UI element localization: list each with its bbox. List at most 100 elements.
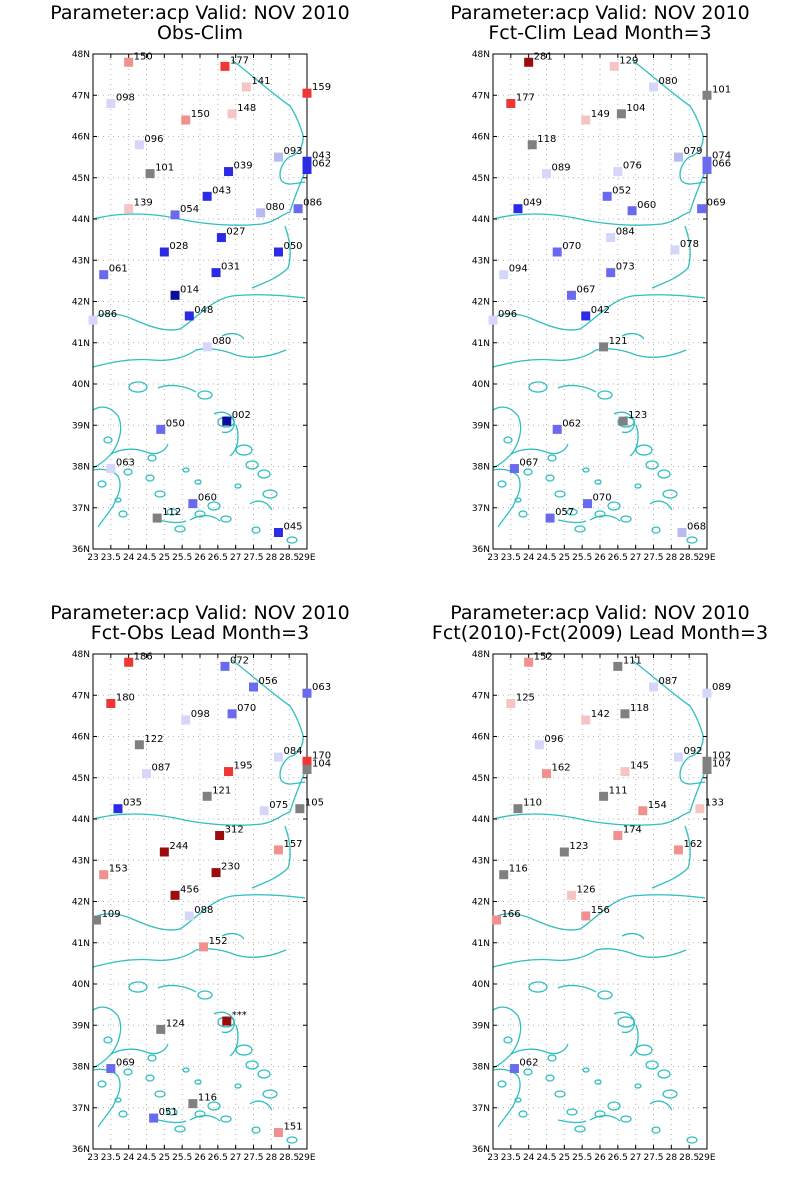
- coastline-segment: [492, 1068, 521, 1128]
- y-tick-label: 45N: [472, 174, 490, 184]
- station-value-label: 051: [159, 1107, 178, 1118]
- coastline-segment: [649, 500, 673, 511]
- coastline-segment: [492, 1006, 522, 1069]
- coastline-segment: [492, 348, 687, 368]
- station-value-label: 049: [523, 198, 542, 209]
- station-marker: [552, 247, 562, 257]
- station-marker: [581, 911, 591, 921]
- station-value-label: 074: [712, 150, 731, 161]
- station-marker: [697, 204, 707, 214]
- y-tick-label: 45N: [72, 174, 90, 184]
- station-value-label: 062: [312, 159, 331, 170]
- station-marker: [649, 82, 658, 92]
- station-value-label: 093: [283, 146, 302, 157]
- station-marker: [156, 424, 166, 434]
- island-outline: [657, 469, 671, 479]
- station-value-label: 061: [109, 264, 128, 275]
- island-outline: [166, 508, 178, 516]
- station-marker: [542, 169, 551, 179]
- island-outline: [251, 1126, 261, 1134]
- x-tick-label: 23.5: [501, 1153, 521, 1163]
- island-outline: [154, 1090, 166, 1098]
- coastline-segment: [221, 332, 245, 340]
- station-marker: [559, 847, 569, 857]
- island-outline: [118, 510, 128, 518]
- coastline-segment: [249, 500, 273, 511]
- y-tick-label: 37N: [472, 1104, 490, 1114]
- island-outline: [251, 526, 261, 534]
- station-marker: [302, 756, 312, 766]
- x-tick-label: 25: [159, 553, 170, 563]
- y-tick-label: 41N: [472, 939, 490, 949]
- station-value-label: 086: [98, 309, 117, 320]
- x-tick-label: 26: [594, 1153, 606, 1163]
- coastline-segment: [279, 156, 306, 185]
- station-marker: [156, 1024, 166, 1034]
- coastline: [92, 659, 306, 1144]
- station-value-label: 031: [221, 262, 240, 273]
- station-value-label: 069: [116, 1058, 135, 1069]
- coastline-segment: [157, 519, 187, 524]
- island-outline: [234, 483, 242, 489]
- station-value-label: 080: [266, 202, 285, 213]
- station-marker: [702, 165, 712, 174]
- coastline: [492, 659, 706, 1144]
- station-marker: [613, 661, 623, 671]
- island-outline: [566, 508, 578, 516]
- island-outline: [523, 468, 533, 476]
- y-tick-label: 45N: [472, 774, 490, 784]
- coastline-segment: [557, 384, 597, 393]
- island-outline: [545, 1074, 555, 1082]
- station-value-label: 150: [191, 109, 210, 120]
- station-value-label: 153: [109, 864, 128, 875]
- island-outline: [594, 1079, 602, 1085]
- island-outline: [518, 1110, 528, 1118]
- station-marker: [224, 767, 234, 777]
- station-value-label: 125: [516, 693, 535, 704]
- island-outline: [651, 1126, 661, 1134]
- y-tick-label: 42N: [472, 898, 490, 908]
- station-marker: [670, 245, 680, 255]
- y-tick-label: 38N: [72, 1063, 90, 1073]
- station-value-label: 072: [230, 655, 249, 666]
- y-tick-label: 43N: [72, 256, 90, 266]
- station-marker: [113, 804, 123, 814]
- station-marker: [216, 233, 226, 243]
- coastline-segment: [229, 1024, 239, 1057]
- station-value-label: 145: [630, 761, 649, 772]
- station-value-label: 084: [616, 227, 635, 238]
- station-value-label: 062: [519, 1058, 538, 1069]
- station-marker: [527, 140, 537, 150]
- station-marker: [149, 1113, 159, 1123]
- station-map: 48N47N46N45N44N43N42N41N40N39N38N37N36N2…: [72, 50, 331, 563]
- island-outline: [620, 515, 632, 523]
- station-value-label: 070: [237, 703, 256, 714]
- island-outline: [566, 1108, 578, 1116]
- island-outline: [182, 467, 190, 473]
- station-marker: [492, 915, 502, 925]
- station-marker: [273, 152, 283, 162]
- station-marker: [702, 156, 712, 166]
- y-tick-label: 43N: [472, 856, 490, 866]
- station-value-label: 148: [237, 103, 256, 114]
- station-marker: [566, 890, 576, 900]
- station-marker: [581, 311, 591, 321]
- station-marker: [202, 342, 212, 352]
- island-outline: [686, 536, 698, 544]
- station-value-label: 080: [659, 76, 678, 87]
- station-value-label: 186: [134, 651, 153, 662]
- station-marker: [184, 311, 194, 321]
- y-tick-label: 47N: [472, 691, 490, 701]
- island-outline: [118, 1110, 128, 1118]
- y-tick-label: 46N: [72, 733, 90, 743]
- station-value-label: 111: [609, 785, 628, 796]
- x-tick-label: 28.5: [679, 553, 699, 563]
- y-tick-label: 44N: [72, 815, 90, 825]
- station-marker: [524, 57, 534, 67]
- station-value-label: 070: [562, 241, 581, 252]
- panel-fct-clim: Parameter:acp Valid: NOV 2010 Fct-Clim L…: [400, 0, 800, 600]
- x-tick-label: 29E: [298, 1153, 315, 1163]
- station-marker: [302, 688, 312, 698]
- island-outline: [514, 1097, 522, 1103]
